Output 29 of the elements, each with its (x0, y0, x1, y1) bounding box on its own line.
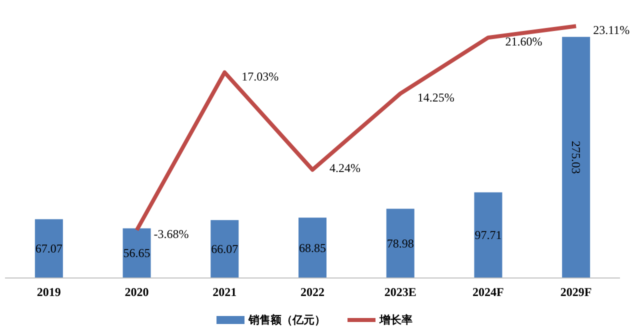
data-label: 4.24% (330, 160, 360, 175)
bar (562, 36, 590, 278)
data-label: 97.71 (474, 228, 502, 242)
bar (34, 219, 63, 278)
data-label: 68.85 (299, 240, 326, 255)
x-tick-label: 2022 (300, 285, 324, 299)
data-label: 14.25% (417, 90, 454, 105)
data-label: 78.98 (386, 236, 414, 250)
x-tick-label: 2021 (212, 285, 237, 299)
data-label: -3.68% (154, 227, 189, 242)
data-label: 56.65 (123, 246, 150, 260)
bar (298, 218, 326, 278)
legend-label: 增长率 (378, 314, 412, 326)
bar (122, 228, 151, 278)
bar (386, 208, 414, 278)
data-label: 67.07 (35, 242, 62, 256)
data-label: 17.03% (242, 69, 279, 84)
x-tick-label: 2024F (472, 285, 504, 299)
data-label: 275.03 (569, 140, 584, 174)
bar (474, 192, 502, 278)
data-label: 23.11% (593, 23, 630, 38)
data-label: 66.07 (211, 242, 238, 256)
x-tick-label: 2019 (36, 285, 61, 299)
bar (210, 220, 239, 278)
x-tick-label: 2020 (124, 285, 149, 299)
data-label: 21.60% (505, 34, 542, 49)
x-tick-label: 2029F (560, 285, 592, 299)
x-tick-label: 2023E (384, 285, 416, 299)
legend-label: 销售额（亿元） (248, 314, 326, 326)
